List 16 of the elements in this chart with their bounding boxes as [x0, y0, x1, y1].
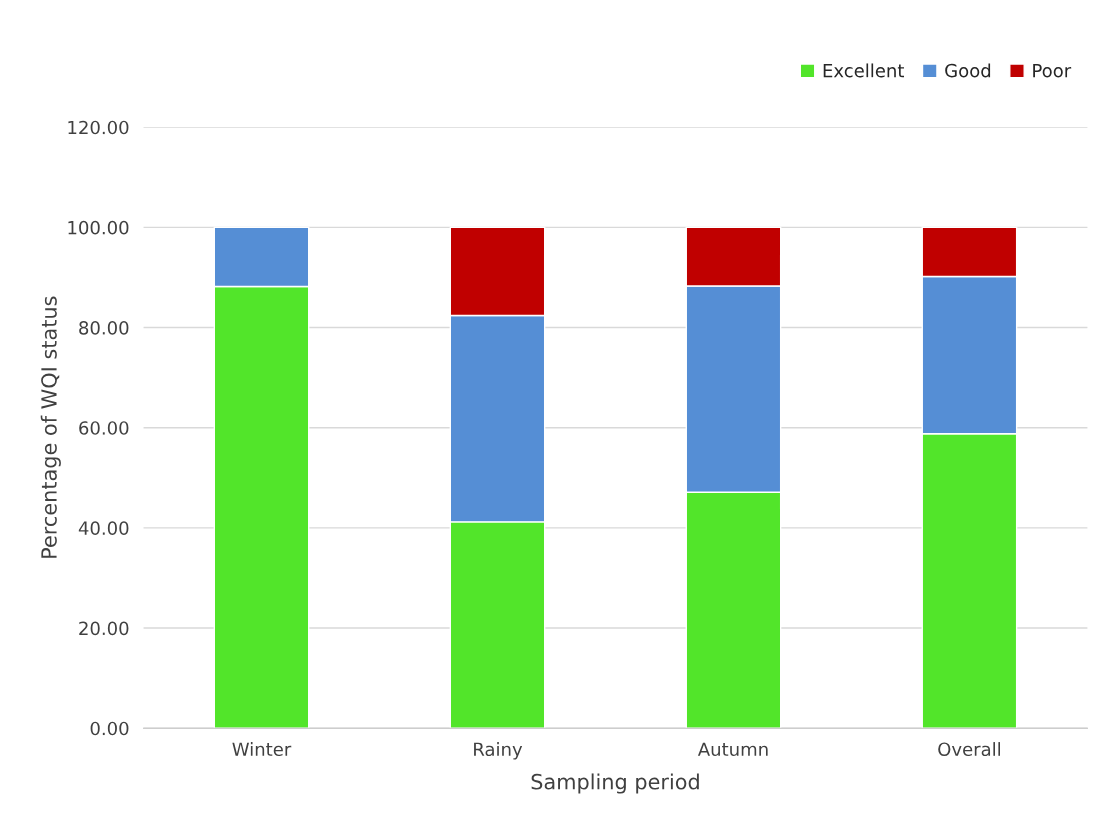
y-tick-label: 100.00 [68, 220, 129, 235]
y-tick-label: 20.00 [79, 621, 129, 636]
x-tick-label: Autumn [697, 742, 768, 757]
x-tick-label: Winter [232, 742, 292, 757]
y-tick-label: 0.00 [90, 721, 129, 736]
legend-label: Good [945, 63, 991, 78]
y-tick-label: 120.00 [68, 120, 129, 135]
y-tick-label: 80.00 [79, 321, 129, 335]
legend-label: Excellent [823, 63, 905, 78]
x-tick-label: Rainy [474, 742, 523, 760]
y-axis-title: Percentage of WQI status [40, 296, 61, 558]
x-axis-title: Sampling period [531, 773, 699, 794]
legend-label: Poor [1033, 64, 1072, 78]
y-tick-label: 60.00 [79, 421, 129, 435]
x-tick-label: Overall [938, 742, 1001, 757]
y-tick-label: 40.00 [78, 521, 129, 535]
